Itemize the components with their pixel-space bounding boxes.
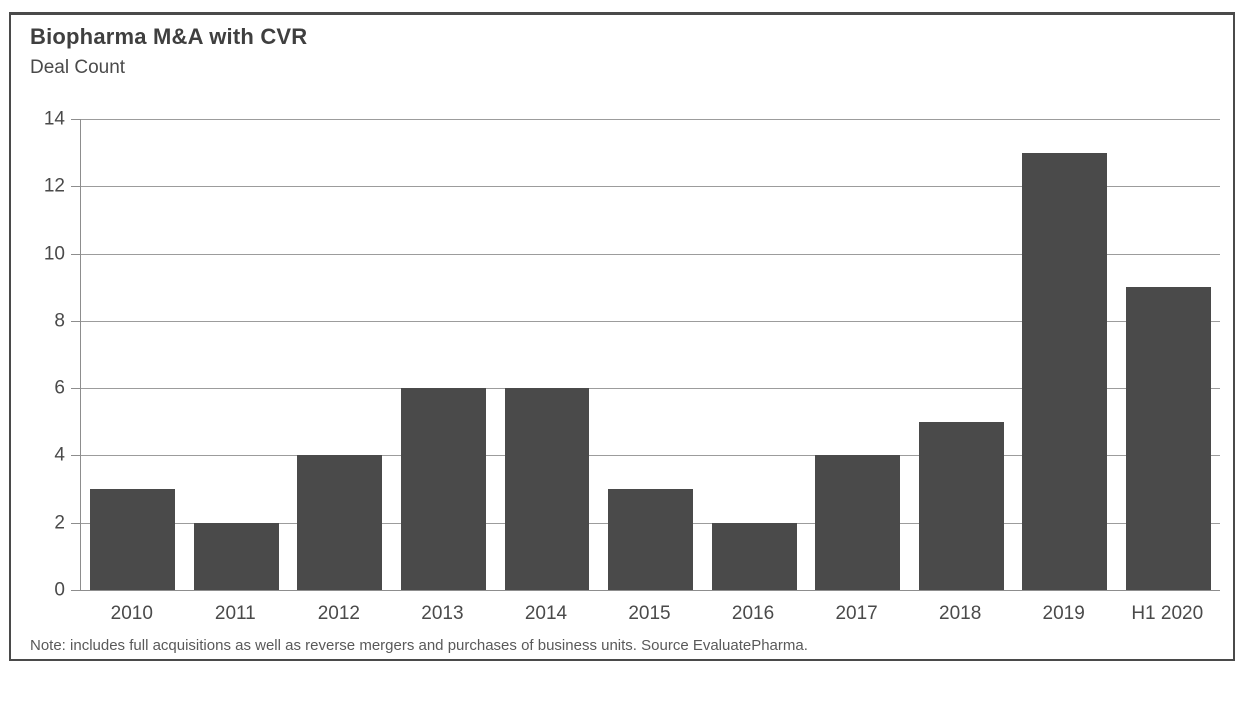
bar-2014 <box>504 388 590 590</box>
y-axis-label-0: 0 <box>54 579 65 601</box>
bar-slot-2012 <box>288 119 392 590</box>
gridline-y-6 <box>81 388 1220 390</box>
bar-slot-2014 <box>495 119 599 590</box>
y-tick-4 <box>71 455 81 457</box>
bar-slot-H1 2020 <box>1116 119 1220 590</box>
bar-slot-2011 <box>185 119 289 590</box>
x-axis-label-2010: 2010 <box>110 603 153 624</box>
y-tick-6 <box>71 388 81 390</box>
y-tick-8 <box>71 320 81 322</box>
gridline-y-12 <box>81 186 1220 188</box>
bar-slot-2017 <box>806 119 910 590</box>
chart-subtitle-deal-count: Deal Count <box>30 57 126 78</box>
x-axis-label-2017: 2017 <box>835 603 878 624</box>
y-axis-label-14: 14 <box>43 108 65 130</box>
plot-area: 0 2 4 6 8 10 12 14 <box>44 110 1220 600</box>
chart-title: Biopharma M&A with CVR <box>30 24 308 49</box>
bars-container <box>81 119 1220 590</box>
y-axis-label-2: 2 <box>54 512 65 534</box>
bar-H1 2020 <box>1125 287 1211 590</box>
x-axis-baseline <box>81 590 1220 591</box>
x-axis-label-2013: 2013 <box>421 603 464 624</box>
bar-2012 <box>297 455 383 590</box>
bar-2019 <box>1022 152 1108 590</box>
x-axis-labels: 2010 2011 2012 2013 2014 2015 2016 2017 2018 2019… <box>80 603 1219 625</box>
x-axis-label-H1 2020: H1 2020 <box>1131 603 1204 624</box>
y-axis-label-4: 4 <box>54 444 65 466</box>
source-note: Note: includes full acquisitions as well… <box>30 637 808 654</box>
gridline-y-14 <box>81 119 1220 120</box>
y-tick-14 <box>71 119 81 120</box>
bar-slot-2010 <box>81 119 185 590</box>
gridline-y-10 <box>81 253 1220 255</box>
gridline-y-8 <box>81 320 1220 322</box>
y-tick-0 <box>71 590 81 591</box>
bar-2013 <box>400 388 486 590</box>
bar-slot-2015 <box>599 119 703 590</box>
y-tick-12 <box>71 186 81 188</box>
y-axis-label-8: 8 <box>54 310 65 332</box>
x-axis-label-2014: 2014 <box>524 603 568 624</box>
bar-slot-2016 <box>702 119 806 590</box>
x-axis-label-2015: 2015 <box>628 603 671 624</box>
y-tick-10 <box>71 253 81 255</box>
bar-slot-2013 <box>392 119 496 590</box>
bar-2017 <box>815 455 901 590</box>
bar-2018 <box>918 421 1004 590</box>
y-axis-label-6: 6 <box>54 377 65 399</box>
x-axis-label-2016: 2016 <box>731 603 775 624</box>
bar-2010 <box>90 489 176 590</box>
gridline-y-4 <box>81 455 1220 457</box>
x-axis-label-2011: 2011 <box>214 603 256 624</box>
x-axis-label-2018: 2018 <box>939 603 982 624</box>
bar-2015 <box>608 489 693 590</box>
x-axis-label-2019: 2019 <box>1042 603 1085 624</box>
bar-2011 <box>193 522 279 590</box>
y-axis-label-10: 10 <box>43 243 65 265</box>
y-axis-label-12: 12 <box>43 175 65 197</box>
chart-frame: Biopharma M&A with CVR Deal Count 0 2 4 6 8 1… <box>9 12 1235 661</box>
x-axis-label-2012: 2012 <box>317 603 360 624</box>
bar-2016 <box>711 522 797 590</box>
y-tick-2 <box>71 522 81 524</box>
bar-slot-2018 <box>909 119 1013 590</box>
bar-slot-2019 <box>1013 119 1117 590</box>
